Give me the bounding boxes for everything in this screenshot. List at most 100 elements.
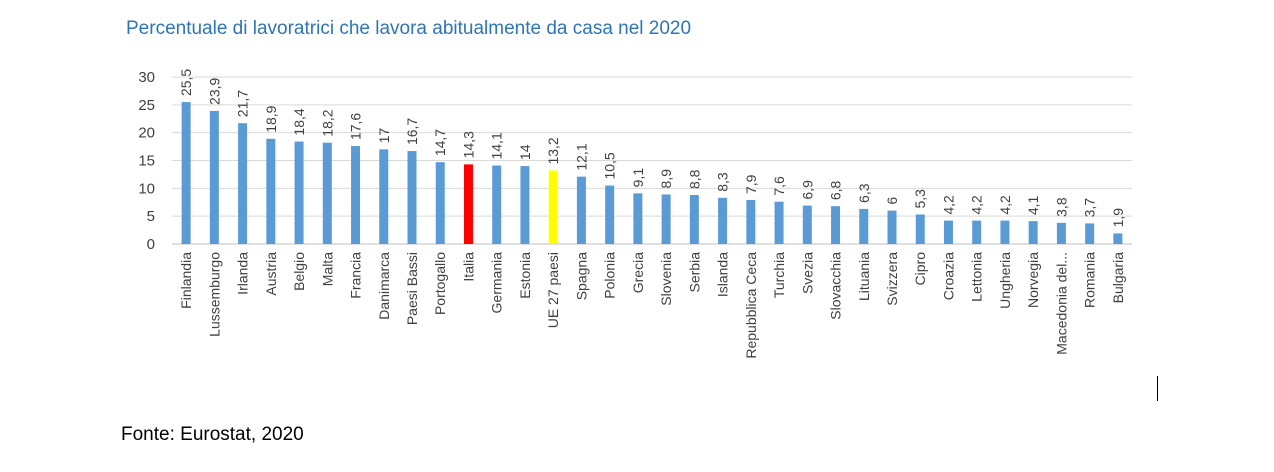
data-label: 3,7 bbox=[1082, 198, 1098, 218]
category-label: Polonia bbox=[602, 252, 618, 299]
bar bbox=[322, 142, 332, 244]
data-label: 18,4 bbox=[291, 108, 307, 135]
bar bbox=[746, 200, 756, 244]
category-label: Lituania bbox=[856, 252, 872, 301]
bar bbox=[887, 210, 897, 244]
y-tick-label: 0 bbox=[147, 236, 155, 253]
bar bbox=[435, 162, 445, 244]
y-tick-label: 10 bbox=[138, 180, 155, 197]
data-label: 4,2 bbox=[997, 195, 1013, 215]
bar bbox=[351, 146, 361, 244]
data-label: 8,9 bbox=[658, 169, 674, 189]
y-tick-label: 25 bbox=[138, 97, 155, 114]
category-label: Italia bbox=[460, 252, 476, 282]
data-label: 25,5 bbox=[178, 69, 194, 96]
data-label: 6,3 bbox=[856, 183, 872, 203]
bar bbox=[1113, 233, 1123, 244]
data-label: 14,7 bbox=[432, 129, 448, 156]
bar bbox=[379, 149, 389, 244]
category-label: Slovacchia bbox=[828, 252, 844, 320]
category-label: Serbia bbox=[686, 252, 702, 293]
category-label: Portogallo bbox=[432, 252, 448, 315]
data-label: 13,2 bbox=[545, 137, 561, 164]
category-label: Bulgaria bbox=[1110, 252, 1126, 304]
category-label: Turchia bbox=[771, 252, 787, 298]
bar bbox=[238, 123, 248, 244]
data-label: 18,9 bbox=[263, 105, 279, 132]
y-tick-label: 15 bbox=[138, 153, 155, 170]
category-label: Islanda bbox=[715, 252, 731, 297]
bar bbox=[774, 201, 784, 244]
data-label: 7,9 bbox=[743, 174, 759, 194]
bar bbox=[831, 206, 841, 244]
bar bbox=[972, 220, 982, 244]
data-label: 16,7 bbox=[404, 118, 420, 145]
bar bbox=[943, 220, 953, 244]
y-tick-label: 30 bbox=[138, 69, 155, 86]
bars bbox=[181, 102, 1123, 244]
category-label: Malta bbox=[319, 252, 335, 286]
category-label: Repubblica Ceca bbox=[743, 252, 759, 359]
category-label: Svezia bbox=[799, 252, 815, 294]
category-label: Paesi Bassi bbox=[404, 252, 420, 325]
data-label: 9,1 bbox=[630, 168, 646, 188]
bar bbox=[181, 102, 191, 244]
bar bbox=[661, 194, 671, 244]
data-label: 10,5 bbox=[602, 152, 618, 179]
data-label: 6,9 bbox=[799, 180, 815, 200]
y-axis-ticks: 0 5 10 15 20 25 30 bbox=[138, 69, 155, 253]
category-label: Spagna bbox=[573, 252, 589, 300]
category-label: Austria bbox=[263, 252, 279, 296]
data-label: 14 bbox=[517, 144, 533, 160]
category-label: Lussemburgo bbox=[206, 252, 222, 337]
bar bbox=[802, 205, 812, 244]
bar bbox=[492, 165, 502, 244]
data-label: 5,3 bbox=[912, 189, 928, 209]
bar bbox=[1056, 222, 1066, 244]
bar bbox=[294, 141, 304, 244]
data-labels: 25,5 23,9 21,7 18,9 18,4 18,2 17,6 17 16,7 14,7 14… bbox=[178, 69, 1126, 228]
data-label: 6,8 bbox=[828, 180, 844, 200]
data-label: 8,3 bbox=[715, 172, 731, 192]
category-label: Estonia bbox=[517, 252, 533, 299]
gridlines bbox=[172, 76, 1132, 245]
data-label: 4,2 bbox=[940, 195, 956, 215]
category-label: Croazia bbox=[940, 252, 956, 300]
bar bbox=[1028, 221, 1038, 244]
data-label: 12,1 bbox=[573, 143, 589, 170]
category-label: Irlanda bbox=[235, 252, 251, 295]
data-label: 4,1 bbox=[1025, 196, 1041, 216]
data-label: 6 bbox=[884, 197, 900, 205]
category-label: Germania bbox=[489, 252, 505, 314]
data-label: 14,3 bbox=[460, 131, 476, 158]
y-tick-label: 20 bbox=[138, 125, 155, 142]
text-cursor bbox=[1157, 376, 1158, 401]
bar bbox=[859, 208, 869, 244]
data-label: 17 bbox=[376, 128, 392, 144]
bar bbox=[1000, 220, 1010, 244]
bar bbox=[915, 214, 925, 244]
data-label: 7,6 bbox=[771, 176, 787, 196]
category-label: Lettonia bbox=[969, 252, 985, 302]
data-label: 14,1 bbox=[489, 132, 505, 159]
data-label: 3,8 bbox=[1053, 197, 1069, 217]
data-label: 18,2 bbox=[319, 109, 335, 136]
category-label: Svizzera bbox=[884, 252, 900, 306]
category-labels: Finlandia Lussemburgo Irlanda Austria Belgio… bbox=[178, 252, 1126, 359]
category-label: Belgio bbox=[291, 252, 307, 291]
category-label: Danimarca bbox=[376, 252, 392, 320]
bar bbox=[718, 197, 728, 244]
category-label: UE 27 paesi bbox=[545, 252, 561, 328]
chart-title: Percentuale di lavoratrici che lavora ab… bbox=[126, 18, 692, 39]
y-tick-label: 5 bbox=[147, 208, 155, 225]
bar bbox=[633, 193, 643, 244]
bar bbox=[689, 195, 699, 244]
category-label: Slovenia bbox=[658, 252, 674, 306]
bar bbox=[548, 170, 558, 244]
bar bbox=[266, 138, 276, 244]
bar bbox=[1085, 223, 1095, 244]
bar bbox=[576, 176, 586, 244]
source-note: Fonte: Eurostat, 2020 bbox=[121, 424, 304, 445]
category-label: Romania bbox=[1082, 252, 1098, 308]
